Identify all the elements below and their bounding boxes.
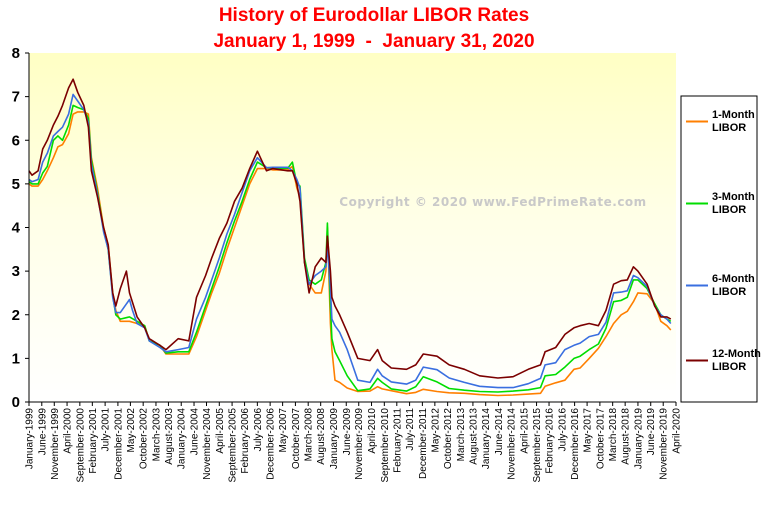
x-tick-label: April-2010: [367, 408, 378, 454]
x-tick-label: June-2004: [190, 408, 201, 456]
x-tick-label: October-2012: [443, 408, 454, 470]
x-tick-label: May-2017: [583, 408, 594, 453]
x-tick-label: August-2008: [316, 408, 327, 465]
x-tick-label: September-2000: [75, 408, 86, 483]
x-tick-label: June-2019: [646, 408, 657, 456]
y-tick-label: 1: [12, 350, 20, 367]
x-tick-label: January-1999: [25, 408, 36, 470]
x-tick-label: November-1999: [50, 408, 61, 480]
x-tick-label: November-2014: [506, 408, 517, 480]
plot-area: [29, 53, 676, 402]
x-tick-label: November-2019: [659, 408, 670, 480]
x-tick-label: July-2016: [557, 408, 568, 452]
x-tick-label: February-2006: [240, 408, 251, 474]
y-tick-label: 8: [12, 45, 20, 62]
x-tick-label: July-2001: [101, 408, 112, 452]
x-tick-label: October-2017: [595, 408, 606, 470]
x-tick-label: June-2009: [342, 408, 353, 456]
x-tick-label: March-2003: [151, 408, 162, 462]
y-tick-label: 0: [12, 394, 20, 411]
x-tick-label: December-2001: [113, 408, 124, 480]
x-tick-label: August-2018: [621, 408, 632, 465]
legend-label: 1-Month LIBOR: [712, 109, 755, 134]
y-tick-label: 2: [12, 307, 20, 324]
x-tick-label: February-2001: [88, 408, 99, 474]
x-tick-label: April-2020: [672, 408, 683, 454]
chart-title: History of Eurodollar LIBOR Rates: [219, 5, 529, 26]
x-tick-label: April-2005: [215, 408, 226, 454]
legend-label: 12-Month LIBOR: [712, 348, 761, 373]
x-tick-label: March-2008: [304, 408, 315, 462]
x-tick-label: February-2016: [545, 408, 556, 474]
x-tick-label: July-2006: [253, 408, 264, 452]
x-tick-label: July-2011: [405, 408, 416, 451]
x-tick-label: January-2009: [329, 408, 340, 470]
x-tick-label: November-2004: [202, 408, 213, 480]
x-tick-label: August-2013: [468, 408, 479, 465]
x-tick-label: May-2007: [278, 408, 289, 453]
legend-box: [680, 95, 758, 403]
chart-subtitle: January 1, 1999 - January 31, 2020: [213, 31, 534, 52]
x-tick-label: April-2000: [63, 408, 74, 454]
series-line-12-month-libor: [28, 78, 672, 379]
x-tick-label: January-2004: [177, 408, 188, 470]
x-tick-label: January-2019: [633, 408, 644, 470]
series-lines: [28, 78, 672, 397]
y-tick-label: 4: [12, 220, 21, 237]
x-tick-label: September-2005: [228, 408, 239, 483]
copyright-watermark: Copyright © 2020 www.FedPrimeRate.com: [339, 195, 646, 209]
x-tick-label: January-2014: [481, 408, 492, 470]
x-tick-label: May-2002: [126, 408, 137, 453]
x-tick-label: February-2011: [392, 408, 403, 473]
x-tick-label: October-2007: [291, 408, 302, 470]
x-tick-label: June-2014: [494, 408, 505, 456]
y-tick-label: 7: [12, 89, 20, 106]
legend: 1-Month LIBOR 3-Month LIBOR 6-Month LIBOR 12-M…: [680, 95, 761, 403]
legend-label: 6-Month LIBOR: [712, 273, 755, 298]
x-tick-label: March-2018: [608, 408, 619, 462]
x-tick-label: September-2010: [380, 408, 391, 483]
y-tick-label: 5: [12, 176, 20, 193]
legend-items: 1-Month LIBOR 3-Month LIBOR 6-Month LIBOR 12-M…: [686, 109, 761, 373]
x-tick-label: April-2015: [519, 408, 530, 454]
y-tick-label: 6: [12, 132, 20, 149]
y-axis-ticks: 0 1 2 3 4 5 6 7 8: [12, 45, 29, 411]
x-tick-label: November-2009: [354, 408, 365, 480]
x-tick-label: September-2015: [532, 408, 543, 483]
x-tick-label: December-2006: [266, 408, 277, 480]
x-tick-label: March-2013: [456, 408, 467, 462]
x-tick-label: May-2012: [430, 408, 441, 453]
legend-label: 3-Month LIBOR: [712, 191, 755, 216]
x-tick-label: December-2016: [570, 408, 581, 480]
x-tick-label: June-1999: [37, 408, 48, 456]
x-tick-label: August-2003: [164, 408, 175, 465]
y-tick-label: 3: [12, 263, 20, 280]
x-tick-label: December-2011: [418, 408, 429, 479]
x-tick-label: October-2002: [139, 408, 150, 470]
x-axis-ticks: January-1999 June-1999 November-1999 April-…: [25, 402, 683, 483]
